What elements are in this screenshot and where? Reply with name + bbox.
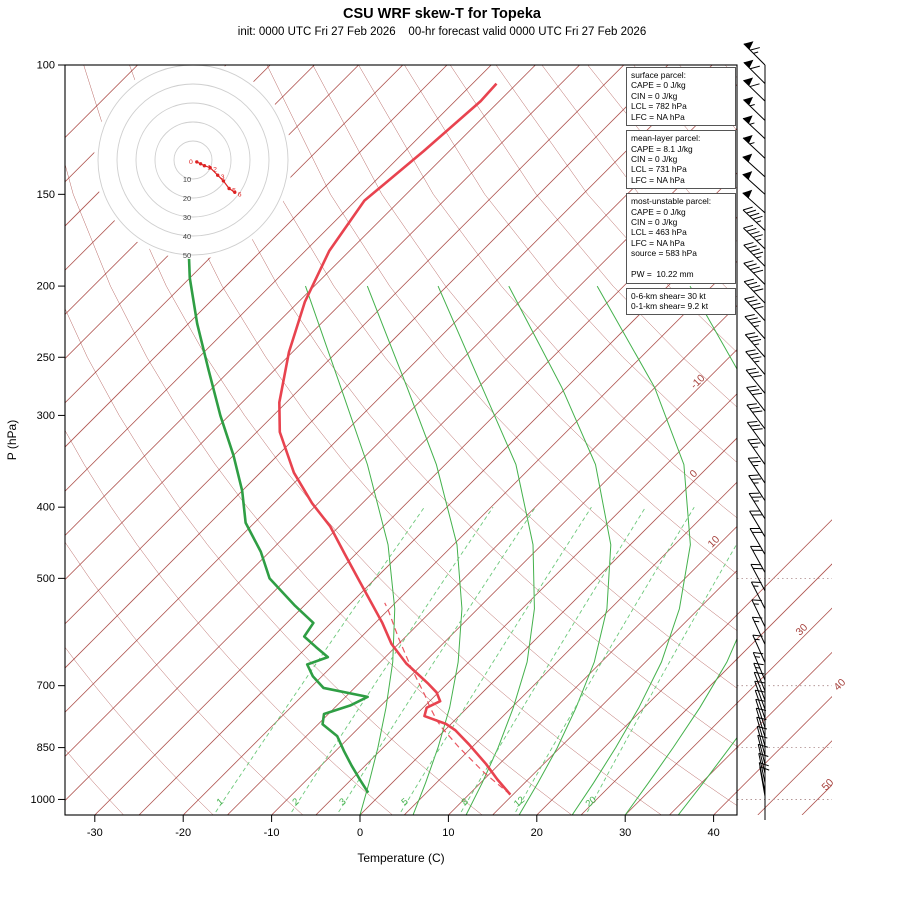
info-box: mean-layer parcel: CAPE = 8.1 J/kg CIN = 0… [626,130,736,190]
svg-text:700: 700 [37,680,55,692]
dewpoint-trace [187,252,370,794]
info-line: mean-layer parcel: [631,133,701,144]
svg-text:6: 6 [238,191,242,198]
info-line: LFC = NA hPa [631,174,685,185]
info-box: most-unstable parcel: CAPE = 0 J/kg CIN = … [626,193,736,284]
pressure-axis: 100 150 200 250 300 400 500 700 850 1000 [31,60,65,806]
info-line: LCL = 731 hPa [631,164,687,175]
info-line: CIN = 0 J/kg [631,153,678,164]
svg-text:0: 0 [357,827,363,839]
x-axis-title: Temperature (C) [357,851,445,865]
info-line: 0-6-km shear= 30 kt [631,290,706,301]
svg-text:10: 10 [183,175,191,184]
svg-text:300: 300 [37,410,55,422]
svg-text:40: 40 [832,676,849,693]
svg-text:250: 250 [37,352,55,364]
svg-text:20: 20 [531,827,543,839]
svg-text:100: 100 [37,60,55,72]
svg-text:40: 40 [707,827,719,839]
svg-text:-20: -20 [175,827,191,839]
parcel-trace [384,602,511,796]
svg-text:30: 30 [794,621,811,638]
svg-text:2: 2 [213,167,217,174]
svg-text:12: 12 [512,794,527,809]
svg-text:200: 200 [37,281,55,293]
svg-text:10: 10 [442,827,454,839]
chart-subtitle: init: 0000 UTC Fri 27 Feb 2026 00-hr for… [237,26,647,38]
info-line: CAPE = 8.1 J/kg [631,143,693,154]
svg-text:30: 30 [183,213,191,222]
temperature-trace [278,82,512,796]
svg-text:20: 20 [183,194,191,203]
info-line: LCL = 463 hPa [631,227,687,238]
info-line: LFC = NA hPa [631,237,685,248]
svg-text:500: 500 [37,573,55,585]
svg-text:5: 5 [399,796,410,808]
info-line: CIN = 0 J/kg [631,90,678,101]
svg-text:50: 50 [183,251,191,260]
svg-text:850: 850 [37,742,55,754]
svg-text:3: 3 [221,174,225,181]
svg-text:10: 10 [706,533,723,550]
svg-text:20: 20 [584,794,599,809]
hodograph: 1020304050012356 [94,61,292,260]
info-line: CAPE = 0 J/kg [631,206,686,217]
svg-text:30: 30 [619,827,631,839]
svg-text:-30: -30 [87,827,103,839]
info-line: source = 583 hPa [631,248,697,259]
info-line: PW = 10.22 mm [631,269,694,280]
info-box: surface parcel: CAPE = 0 J/kg CIN = 0 J/kg… [626,67,736,127]
wind-barbs [742,41,770,820]
mixing-ratio-labels: 1 2 3 5 8 12 20 [215,794,599,809]
svg-text:2: 2 [290,796,301,808]
svg-text:-10: -10 [688,372,707,391]
svg-text:8: 8 [460,796,471,808]
svg-text:150: 150 [37,189,55,201]
svg-text:400: 400 [37,502,55,514]
plot-frame [64,64,738,816]
info-line: LFC = NA hPa [631,111,685,122]
svg-text:0: 0 [688,467,701,480]
svg-text:40: 40 [183,232,191,241]
info-line: LCL = 782 hPa [631,101,687,112]
info-line: CAPE = 0 J/kg [631,80,686,91]
svg-text:50: 50 [820,776,837,793]
info-line: most-unstable parcel: [631,196,712,207]
info-line: CIN = 0 J/kg [631,217,678,228]
info-line: surface parcel: [631,70,686,80]
moist-adiabats [305,285,737,815]
temperature-axis: -30 -20 -10 0 10 20 30 40 [87,815,720,839]
svg-text:1000: 1000 [31,794,55,806]
svg-text:3: 3 [337,796,348,808]
svg-text:1: 1 [215,796,226,808]
svg-text:-10: -10 [264,827,280,839]
info-line: 0-1-km shear= 9.2 kt [631,301,709,312]
dry-adiabats [65,65,737,815]
svg-text:0: 0 [189,159,193,166]
isotherm-extensions [737,519,832,815]
parcel-info-panel: surface parcel: CAPE = 0 J/kg CIN = 0 J/kg… [626,67,736,319]
info-box: 0-6-km shear= 30 kt 0-1-km shear= 9.2 kt [626,287,736,316]
info-line [631,259,732,269]
chart-title: CSU WRF skew-T for Topeka [343,6,541,22]
isotherm-labels: -10 0 10 30 40 50 [688,372,849,793]
